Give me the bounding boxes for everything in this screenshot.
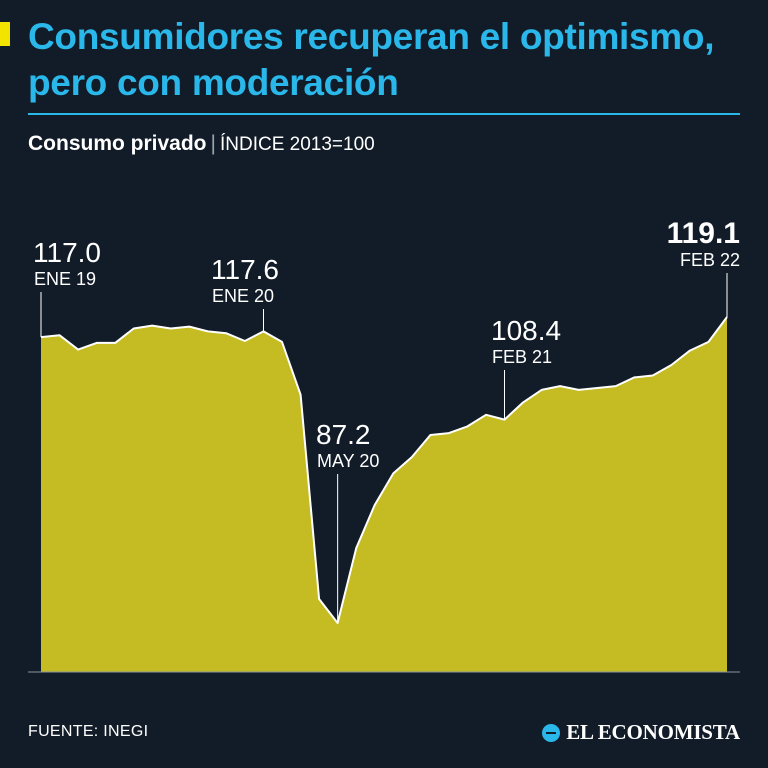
annotation-value: 108.4	[491, 315, 561, 346]
page-title: Consumidores recuperan el optimismo, per…	[28, 16, 715, 103]
annotation-value: 117.0	[33, 237, 101, 268]
area-series	[41, 317, 727, 672]
title-accent-bar	[0, 22, 10, 46]
source-note: FUENTE: INEGI	[28, 723, 149, 740]
brand-logo-icon	[542, 723, 561, 742]
annotation-date: ENE 20	[212, 286, 274, 306]
brand-logo-text: EL ECONOMISTA	[566, 720, 740, 744]
annotation-value: 119.1	[667, 217, 740, 250]
subtitle-unit: ÍNDICE 2013=100	[219, 134, 375, 155]
annotation-date: FEB 22	[680, 250, 740, 270]
title-divider	[28, 113, 740, 115]
series-line	[40, 316, 728, 624]
annotation-date: MAY 20	[317, 451, 379, 471]
annotation-value: 87.2	[316, 419, 371, 450]
chart-subtitle: Consumo privado | ÍNDICE 2013=100	[28, 132, 375, 156]
subtitle-separator: |	[210, 132, 216, 155]
brand-logo: EL ECONOMISTA	[542, 720, 740, 745]
annotation-date: FEB 21	[492, 347, 552, 367]
annotation-value: 117.6	[211, 254, 279, 285]
annotation-date: ENE 19	[34, 269, 96, 289]
subtitle-series-name: Consumo privado	[28, 132, 207, 155]
